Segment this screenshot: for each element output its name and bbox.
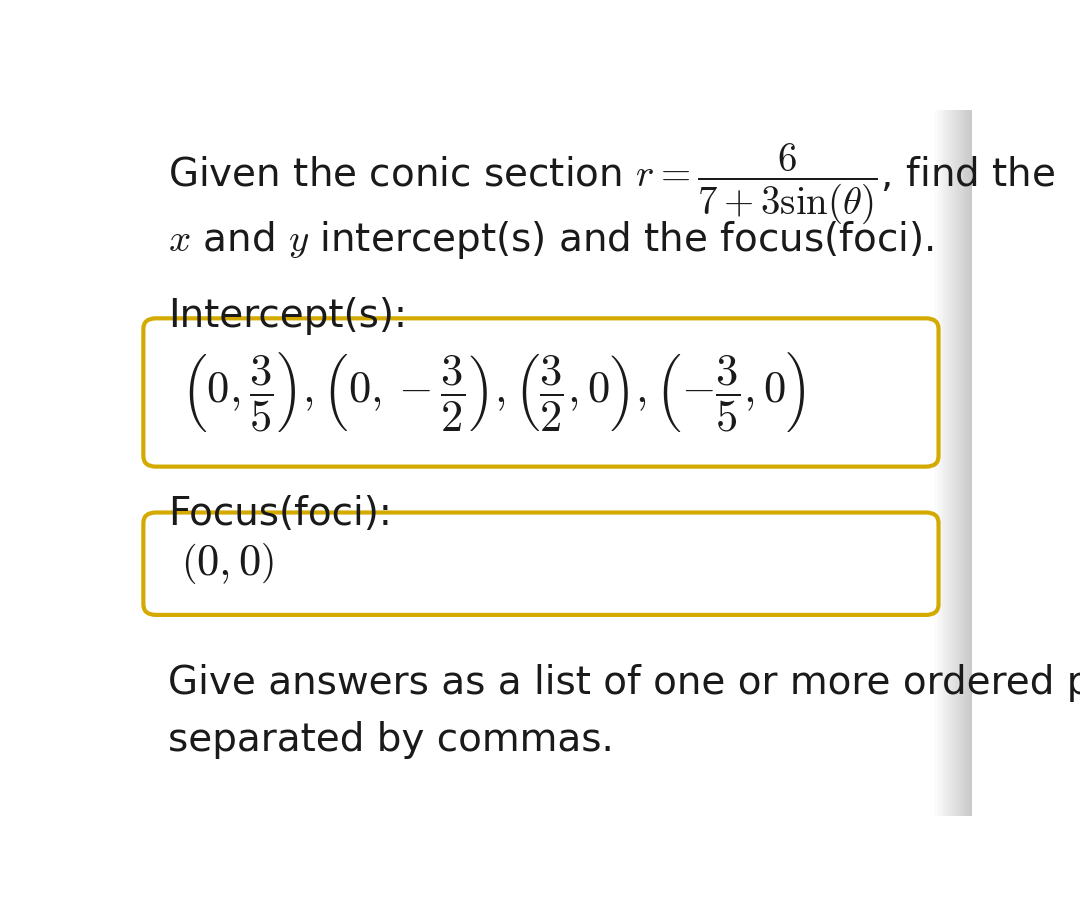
Bar bbox=[937, 110, 940, 816]
Bar bbox=[959, 110, 960, 816]
Bar bbox=[958, 110, 959, 816]
Bar bbox=[948, 110, 949, 816]
Bar bbox=[955, 110, 956, 816]
Bar bbox=[953, 110, 954, 816]
Bar bbox=[961, 110, 963, 816]
Bar bbox=[951, 110, 953, 816]
Text: Given the conic section $r = \dfrac{6}{7+3\sin(\theta)}$, find the: Given the conic section $r = \dfrac{6}{7… bbox=[168, 142, 1056, 226]
Bar bbox=[940, 110, 941, 816]
Bar bbox=[941, 110, 942, 816]
FancyBboxPatch shape bbox=[144, 318, 939, 467]
Bar bbox=[963, 110, 964, 816]
Bar bbox=[942, 110, 943, 816]
Text: $\left(0,\dfrac{3}{5}\right),\left(0,-\dfrac{3}{2}\right),\left(\dfrac{3}{2},0\r: $\left(0,\dfrac{3}{5}\right),\left(0,-\d… bbox=[181, 350, 806, 435]
Bar bbox=[954, 110, 955, 816]
Bar bbox=[936, 110, 937, 816]
Bar bbox=[964, 110, 966, 816]
Bar bbox=[934, 110, 935, 816]
Bar bbox=[968, 110, 970, 816]
Bar bbox=[966, 110, 967, 816]
Bar bbox=[970, 110, 971, 816]
Bar bbox=[935, 110, 936, 816]
Bar bbox=[943, 110, 945, 816]
Text: $x$ and $y$ intercept(s) and the focus(foci).: $x$ and $y$ intercept(s) and the focus(f… bbox=[168, 219, 934, 261]
Text: Give answers as a list of one or more ordered pairs,: Give answers as a list of one or more or… bbox=[168, 664, 1080, 702]
FancyBboxPatch shape bbox=[144, 513, 939, 615]
Bar bbox=[945, 110, 946, 816]
Text: Focus(foci):: Focus(foci): bbox=[168, 495, 392, 533]
Bar bbox=[933, 110, 934, 816]
Bar bbox=[946, 110, 947, 816]
Bar bbox=[971, 110, 972, 816]
Text: Intercept(s):: Intercept(s): bbox=[168, 297, 407, 335]
Bar bbox=[960, 110, 961, 816]
Bar bbox=[947, 110, 948, 816]
Bar bbox=[949, 110, 951, 816]
Bar bbox=[956, 110, 958, 816]
Bar bbox=[967, 110, 968, 816]
Text: separated by commas.: separated by commas. bbox=[168, 721, 615, 758]
Text: $\left(0,0\right)$: $\left(0,0\right)$ bbox=[181, 541, 274, 586]
